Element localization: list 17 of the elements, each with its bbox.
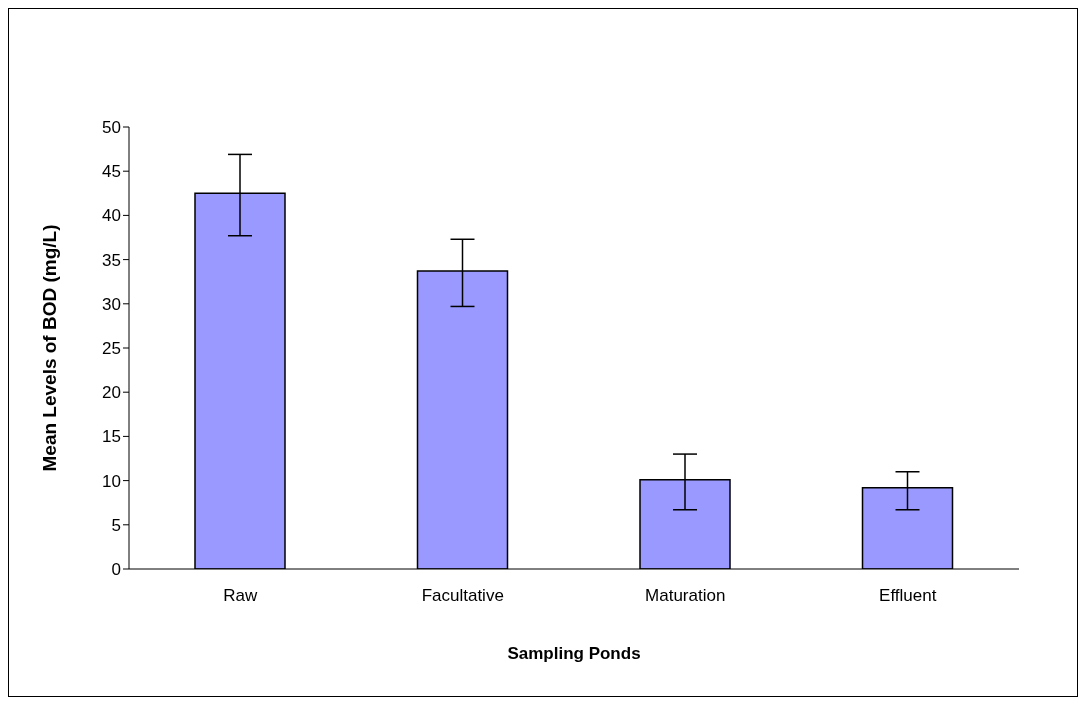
y-tick-label: 0 xyxy=(111,560,121,580)
y-tick-label: 35 xyxy=(102,250,121,270)
y-tick-label: 5 xyxy=(111,515,121,535)
y-tick-label: 45 xyxy=(102,162,121,182)
y-axis-title: Mean Levels of BOD (mg/L) xyxy=(38,224,60,472)
x-axis-title: Sampling Ponds xyxy=(507,644,641,663)
x-tick-label: Raw xyxy=(223,586,258,606)
y-tick-label: 20 xyxy=(102,383,121,403)
y-tick-label: 30 xyxy=(102,294,121,314)
y-tick-label: 40 xyxy=(102,206,121,226)
x-tick-label: Facultative xyxy=(421,586,504,606)
x-tick-label: Effluent xyxy=(879,586,937,606)
y-tick-label: 15 xyxy=(102,427,121,447)
x-tick-label: Maturation xyxy=(645,586,726,606)
y-tick-label: 50 xyxy=(102,118,121,138)
y-tick-label: 10 xyxy=(102,471,121,491)
y-tick-label: 25 xyxy=(102,339,121,359)
